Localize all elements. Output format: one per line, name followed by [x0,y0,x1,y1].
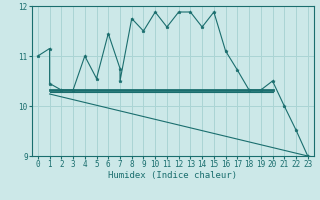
X-axis label: Humidex (Indice chaleur): Humidex (Indice chaleur) [108,171,237,180]
